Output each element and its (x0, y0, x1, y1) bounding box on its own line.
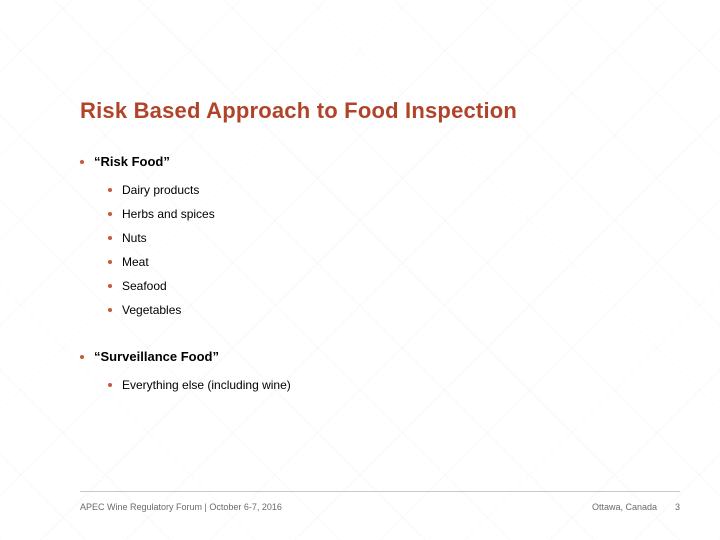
list-item: Seafood (108, 279, 640, 293)
bullet-icon (108, 236, 112, 240)
list-item: Dairy products (108, 183, 640, 197)
footer-left-text: APEC Wine Regulatory Forum | October 6-7… (80, 502, 282, 512)
list-heading: “Surveillance Food” (80, 349, 640, 364)
bullet-icon (108, 284, 112, 288)
list-heading-label: “Surveillance Food” (94, 349, 219, 364)
list-item-label: Everything else (including wine) (122, 378, 291, 392)
list-item: Vegetables (108, 303, 640, 317)
bullet-icon (108, 260, 112, 264)
footer-rule (80, 491, 680, 492)
bullet-icon (108, 383, 112, 387)
list-item-label: Vegetables (122, 303, 181, 317)
slide-title: Risk Based Approach to Food Inspection (80, 98, 640, 124)
bullet-icon (80, 355, 84, 359)
footer-location: Ottawa, Canada (592, 502, 657, 512)
list-item-label: Seafood (122, 279, 167, 293)
bullet-icon (80, 160, 84, 164)
bullet-icon (108, 188, 112, 192)
list-heading-label: “Risk Food” (94, 154, 170, 169)
list-heading: “Risk Food” (80, 154, 640, 169)
list-item-label: Herbs and spices (122, 207, 215, 221)
footer-right: Ottawa, Canada 3 (592, 502, 680, 512)
list-item-label: Meat (122, 255, 149, 269)
group-spacer (80, 327, 640, 349)
bullet-icon (108, 212, 112, 216)
list-item-label: Nuts (122, 231, 147, 245)
slide-body: Risk Based Approach to Food Inspection “… (0, 0, 720, 540)
bullet-icon (108, 308, 112, 312)
page-number: 3 (675, 502, 680, 512)
list-item: Meat (108, 255, 640, 269)
list-item-label: Dairy products (122, 183, 199, 197)
list-item: Everything else (including wine) (108, 378, 640, 392)
footer: APEC Wine Regulatory Forum | October 6-7… (80, 502, 680, 512)
content-list: “Risk Food” Dairy products Herbs and spice… (80, 154, 640, 392)
list-item: Herbs and spices (108, 207, 640, 221)
list-item: Nuts (108, 231, 640, 245)
